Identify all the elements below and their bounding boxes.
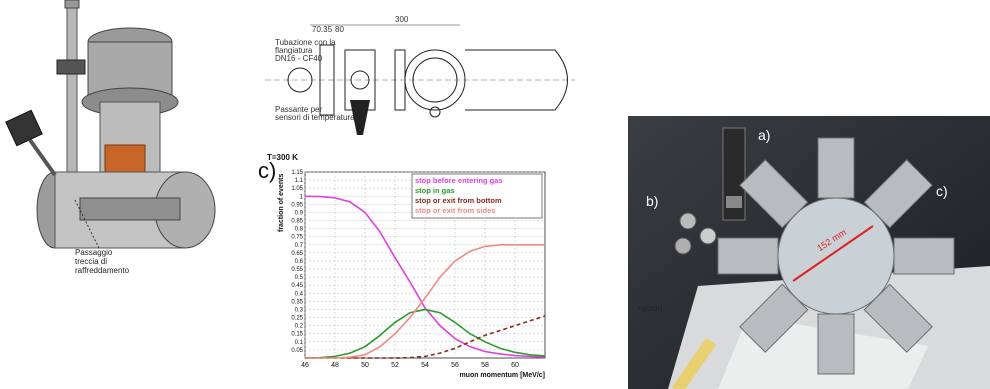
x-tick-label: 60 (511, 362, 519, 369)
y-tick-label: 0.35 (291, 299, 303, 305)
series-line-0 (304, 195, 546, 358)
y-tick-label: 0.85 (291, 219, 303, 225)
legend-box (411, 173, 543, 219)
y-tick-label: 0.9 (295, 210, 304, 216)
drawing-note1-line3: DN16 - CF40 (275, 54, 323, 63)
y-tick-label: 1.15 (291, 170, 303, 176)
cryostat-caption-line2: treccia di (75, 257, 107, 266)
y-tick-label: 0.55 (291, 267, 303, 273)
drawing-note2-line2: sensori di temperatura (275, 113, 355, 122)
x-tick-label: 58 (481, 362, 489, 369)
drawing-note1-line1: Tubazione con la (275, 38, 336, 47)
photo-crystal-arrangement: nexon 152 mm a) b) c) (628, 116, 990, 389)
y-tick-label: 0.1 (295, 340, 304, 346)
y-tick-label: 0.95 (291, 202, 303, 208)
legend-entry-1: stop in gas (415, 186, 455, 195)
y-tick-label: 0.25 (291, 316, 303, 322)
series-line-3 (305, 243, 545, 359)
y-tick-label: 0.8 (295, 227, 304, 233)
technical-drawing: 300 70.35 80 Tubazione con la flangiatur… (255, 0, 585, 150)
drawing-dim-top: 300 (395, 15, 409, 24)
y-axis-label: fraction of events (278, 174, 285, 232)
photo-label-a: a) (758, 127, 770, 143)
y-tick-label: 0.45 (291, 283, 303, 289)
legend-entry-3: stop or exit from sides (415, 206, 495, 215)
plot-area: 0.05 0.1 0.15 0.2 0.25 0.3 0.35 0.4 0.45 0.5 0.55 0… (291, 170, 546, 369)
cryostat-caption-line3: raffreddamento (75, 266, 130, 275)
legend-entry-2: stop or exit from bottom (415, 196, 502, 205)
chart-title: T=300 K (267, 153, 298, 162)
photo-brand-text: nexon (638, 303, 663, 313)
drawing-note1-line2: flangiatura (275, 46, 313, 55)
x-tick-label: 56 (451, 362, 459, 369)
y-tick-label: 1.1 (295, 178, 304, 184)
y-tick-label: 0.3 (295, 307, 304, 313)
x-tick-label: 46 (301, 362, 309, 369)
x-tick-label: 54 (421, 362, 429, 369)
cryostat-caption-line1: Passaggio (75, 248, 113, 257)
x-tick-label: 48 (331, 362, 339, 369)
cryostat-cutaway-image: Passaggio treccia di raffreddamento (5, 0, 235, 300)
y-tick-label: 0.4 (295, 291, 304, 297)
chart: T=300 K 0.05 0.1 0.15 0.2 0.25 0.3 0.35 0.4 0.45… (267, 153, 546, 379)
label-c-chart: c) (258, 158, 277, 183)
y-tick-label: 0.2 (295, 324, 304, 330)
photo-label-c: c) (936, 183, 948, 199)
x-tick-label: 50 (361, 362, 369, 369)
drawing-note2-line1: Passante per (275, 105, 322, 114)
y-tick-label: 0.05 (291, 348, 303, 354)
y-tick-label: 0.6 (295, 259, 304, 265)
x-tick-label: 52 (391, 362, 399, 369)
y-tick-label: 0.15 (291, 332, 303, 338)
drawing-dim-left2: 80 (335, 25, 344, 34)
y-tick-label: 0.7 (295, 243, 304, 249)
x-axis-label: muon momentum [MeV/c] (459, 372, 545, 379)
y-tick-label: 1.05 (291, 186, 303, 192)
y-tick-label: 0.5 (295, 275, 304, 281)
y-tick-label: 1 (300, 194, 304, 200)
legend-entry-0: stop before entering gas (415, 176, 503, 185)
y-tick-label: 0.65 (291, 251, 303, 257)
drawing-dim-left1: 70.35 (312, 25, 333, 34)
series-line-2 (305, 315, 546, 359)
photo-label-b: b) (646, 193, 658, 209)
series-line-1 (304, 308, 546, 359)
y-tick-label: 0.75 (291, 235, 303, 241)
